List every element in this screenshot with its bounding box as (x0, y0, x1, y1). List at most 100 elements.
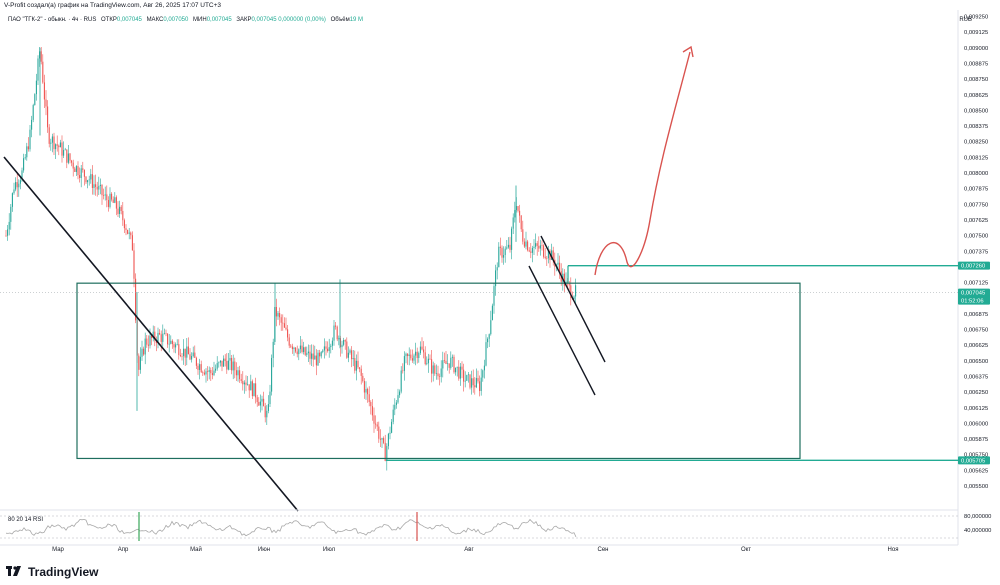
candle-body (459, 366, 461, 379)
candle-body (456, 366, 458, 368)
candle-body (285, 327, 287, 330)
candle-body (51, 136, 53, 143)
candle-body (488, 334, 490, 339)
price-tick-label: 0,005625 (964, 468, 988, 474)
candle-body (573, 296, 575, 299)
candle-body (213, 370, 215, 375)
candle-body (63, 150, 65, 156)
candle-body (440, 368, 442, 377)
candle-body (24, 157, 26, 159)
time-tick-label: Мар (52, 547, 64, 553)
candle-body (477, 378, 479, 382)
candle-body (552, 250, 554, 260)
price-tick-label: 0,005875 (964, 437, 988, 443)
candle-body (429, 358, 431, 360)
candle-body (469, 374, 471, 388)
price-tick-label: 0,007875 (964, 187, 988, 193)
candle-body (447, 363, 449, 365)
price-tick-label: 0,007750 (964, 202, 988, 208)
candle-body (259, 401, 261, 406)
candle-body (191, 356, 193, 360)
candle-body (55, 144, 57, 150)
candle-body (544, 256, 546, 259)
candle-body (413, 355, 415, 361)
candle-body (293, 347, 295, 350)
candle-body (343, 340, 345, 345)
candle-body (389, 432, 391, 434)
candle-body (29, 129, 31, 150)
candle-body (335, 325, 337, 327)
candle-body (37, 58, 39, 81)
candle-body (120, 206, 122, 211)
volume-label: Объём (330, 17, 350, 23)
candle-body (523, 241, 525, 247)
price-axis-badge: 0,007045 01:52:06 (958, 288, 990, 305)
candle-body (373, 415, 375, 424)
forecast-arrowhead (682, 45, 694, 58)
candle-body (256, 397, 258, 403)
candle-body (215, 368, 217, 371)
forecast-arrow (594, 51, 691, 276)
candle-body (490, 320, 492, 335)
range-box (76, 282, 801, 460)
candle-body (463, 369, 465, 382)
candle-body (23, 158, 25, 171)
candle-body (67, 153, 69, 163)
candle-body (475, 378, 477, 388)
candle-body (232, 361, 234, 371)
candle-body (226, 361, 228, 370)
candle-body (511, 228, 513, 250)
candle-body (362, 375, 364, 382)
candle-body (56, 144, 58, 146)
candle-body (162, 333, 164, 342)
candle-body (66, 149, 68, 163)
candle-body (445, 360, 447, 364)
candle-body (349, 350, 351, 353)
candle-body (317, 352, 319, 366)
candle-body (248, 384, 250, 391)
candle-body (346, 341, 348, 358)
candle-body (64, 149, 66, 151)
price-tick-label: 0,006500 (964, 359, 988, 365)
candle-body (419, 346, 421, 354)
candle-body (195, 357, 197, 366)
candle-body (200, 364, 202, 373)
candle-body (547, 250, 549, 259)
candle-body (203, 372, 205, 375)
candle-body (21, 170, 23, 181)
candle-body (399, 391, 401, 396)
candle-body (279, 313, 281, 318)
candle-body (271, 357, 273, 392)
candle-body (208, 370, 210, 372)
candle-body (11, 193, 13, 207)
candle-body (359, 367, 361, 369)
candle-body (139, 356, 141, 370)
candle-body (179, 355, 181, 357)
open-value: 0,007045 (116, 17, 142, 23)
channel-upper-line (540, 235, 606, 363)
candle-body (173, 344, 175, 348)
candle-body (181, 356, 183, 357)
candle-body (178, 344, 180, 356)
candle-body (303, 347, 305, 353)
candle-body (479, 381, 481, 391)
candle-body (79, 175, 81, 178)
tradingview-logo[interactable]: TradingView (6, 565, 98, 579)
candle-body (405, 353, 407, 357)
candle-body (53, 136, 55, 150)
candle-body (525, 241, 527, 247)
candle-body (194, 352, 196, 358)
candle-body (378, 426, 380, 439)
candle-body (333, 325, 335, 341)
candle-body (288, 337, 290, 346)
price-axis-badge: 0,007260 (958, 261, 990, 270)
candle-body (319, 352, 321, 357)
candle-body (467, 374, 469, 376)
candle-body (491, 305, 493, 321)
candle-body (528, 250, 530, 252)
candle-body (455, 367, 457, 373)
candle-body (175, 344, 177, 348)
high-label: МАКС (146, 17, 164, 23)
candle-body (407, 353, 409, 357)
